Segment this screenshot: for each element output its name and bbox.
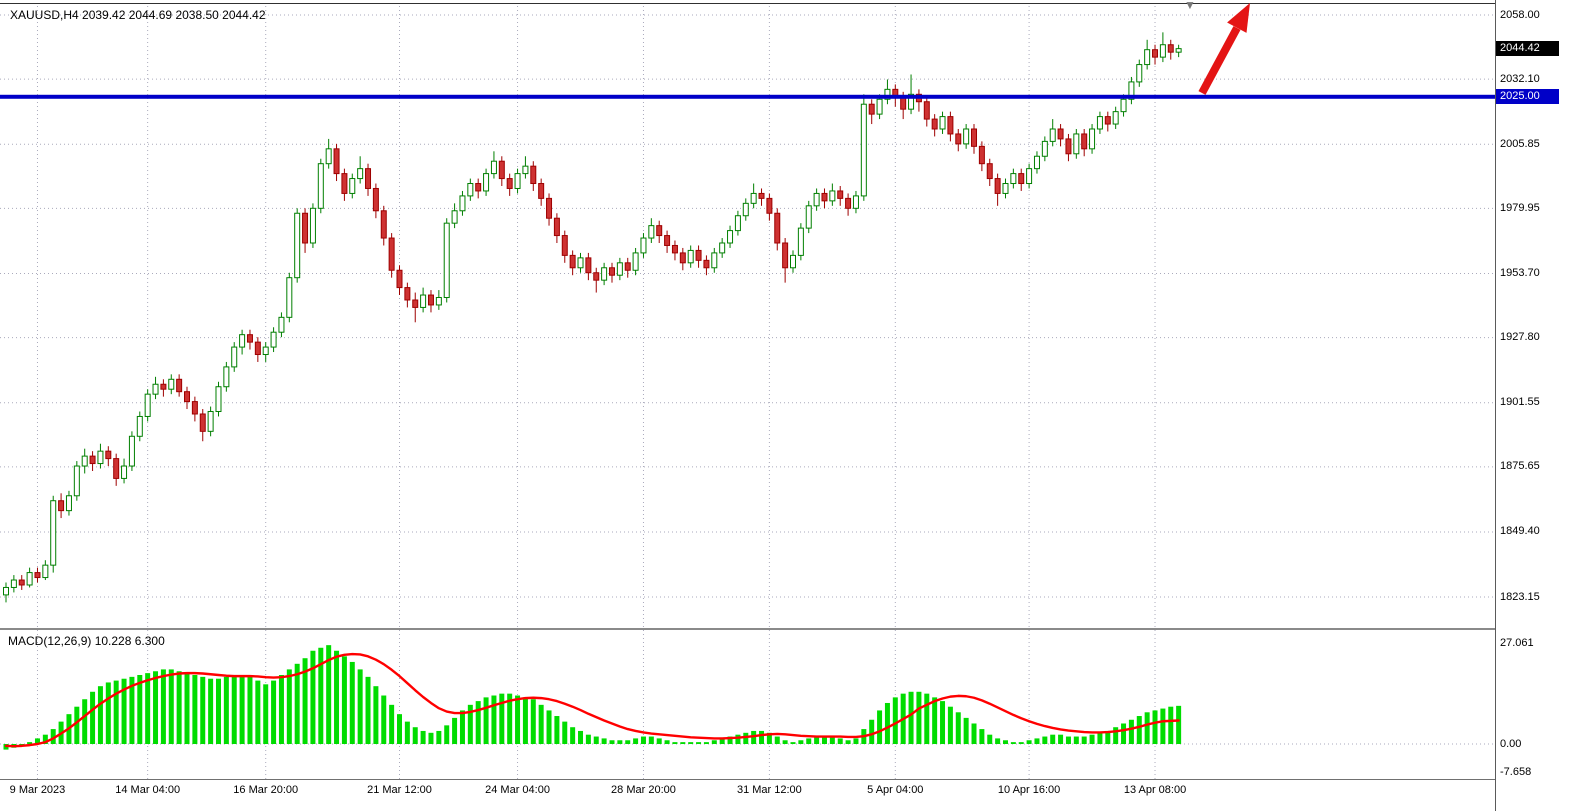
- horizontal-level-line[interactable]: [0, 94, 1495, 99]
- trend-arrow[interactable]: [1198, 3, 1250, 95]
- level-price-badge: 2025.00: [1496, 89, 1559, 105]
- last-price-badge: 2044.42: [1496, 41, 1559, 57]
- time-axis-label: 16 Mar 20:00: [233, 784, 299, 796]
- price-axis-label: 1849.40: [1500, 525, 1540, 538]
- price-axis-label: 1953.70: [1500, 266, 1540, 279]
- price-axis-label: 1823.15: [1500, 590, 1540, 603]
- price-axis[interactable]: 2044.42 2025.00 2058.00 2032.10 2005.85 197…: [1495, 0, 1576, 811]
- macd-axis-label: 27.061: [1500, 636, 1534, 649]
- object-anchor-marker-icon[interactable]: ▼: [1184, 0, 1196, 12]
- price-axis-label: 2058.00: [1500, 8, 1540, 21]
- time-axis-label: 13 Apr 08:00: [1123, 784, 1187, 796]
- time-axis-label: 14 Mar 04:00: [115, 784, 181, 796]
- time-axis-label: 10 Apr 16:00: [997, 784, 1061, 796]
- panel-separators: [0, 3, 1576, 780]
- time-axis-label: 5 Apr 04:00: [867, 784, 924, 796]
- price-axis-label: 1927.80: [1500, 331, 1540, 344]
- macd-histogram: [3, 645, 1182, 750]
- time-axis-label: 28 Mar 20:00: [611, 784, 676, 796]
- macd-signal-line: [4, 652, 1180, 748]
- price-axis-label: 1979.95: [1500, 201, 1540, 214]
- grid-lines: [0, 6, 1495, 779]
- chart-ohlc-header: XAUUSD,H4 2039.42 2044.69 2038.50 2044.4…: [10, 8, 266, 22]
- price-axis-label: 2005.85: [1500, 137, 1540, 150]
- time-axis-label: 31 Mar 12:00: [736, 784, 802, 796]
- price-axis-label: 1901.55: [1500, 396, 1540, 409]
- candles-group: [3, 32, 1182, 603]
- macd-axis-label: 0.00: [1500, 737, 1522, 750]
- macd-indicator-label: MACD(12,26,9) 10.228 6.300: [8, 634, 165, 648]
- time-axis[interactable]: 9 Mar 2023 14 Mar 04:00 16 Mar 20:00 21 Mar…: [0, 779, 1495, 811]
- macd-axis-label: -7.658: [1500, 766, 1532, 779]
- time-axis-label: 24 Mar 04:00: [485, 784, 550, 796]
- price-axis-label: 1875.65: [1500, 460, 1540, 473]
- time-axis-label: 9 Mar 2023: [9, 784, 66, 796]
- price-axis-label: 2032.10: [1500, 72, 1540, 85]
- time-axis-label: 21 Mar 12:00: [367, 784, 432, 796]
